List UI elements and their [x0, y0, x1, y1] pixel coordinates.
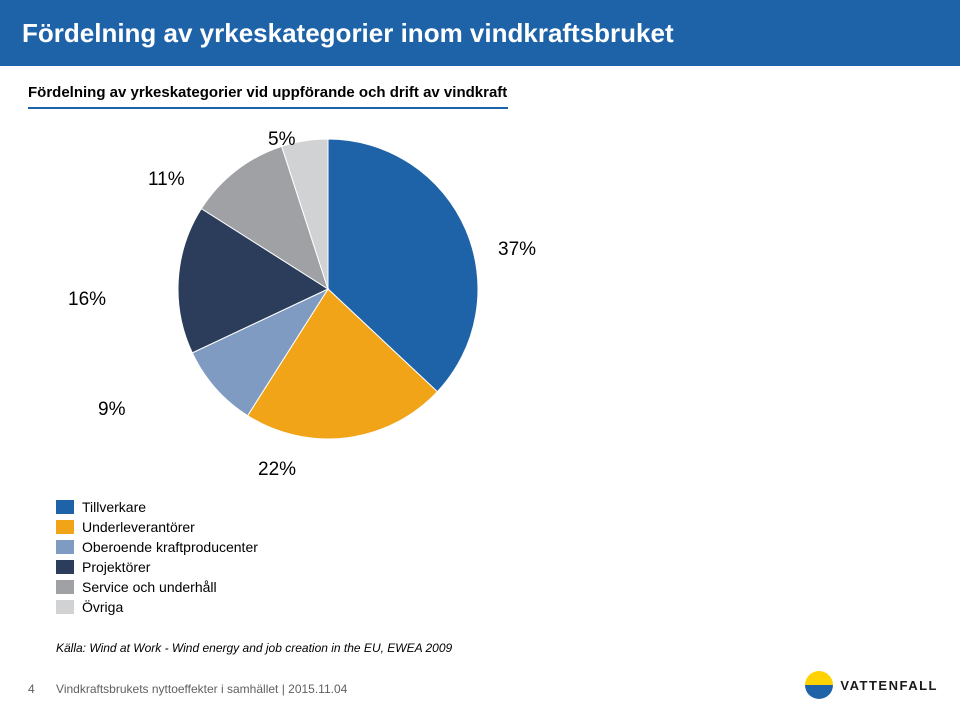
title-bar: Fördelning av yrkeskategorier inom vindk…	[0, 0, 960, 66]
pie-slice-label: 37%	[498, 239, 536, 261]
legend-item: Service och underhåll	[56, 579, 932, 595]
pie-slice-label: 16%	[68, 289, 106, 311]
footer: 4 Vindkraftsbrukets nyttoeffekter i samh…	[28, 682, 347, 696]
legend-item: Tillverkare	[56, 499, 932, 515]
pie-chart: 37% 22% 9% 16% 11% 5%	[28, 129, 628, 489]
legend-item: Underleverantörer	[56, 519, 932, 535]
pie-svg	[178, 139, 478, 439]
pie-holder	[178, 139, 478, 439]
legend-swatch-icon	[56, 540, 74, 554]
vattenfall-logo: VATTENFALL	[804, 670, 938, 700]
logo-text: VATTENFALL	[840, 678, 938, 693]
legend-swatch-icon	[56, 500, 74, 514]
footer-text: Vindkraftsbrukets nyttoeffekter i samhäl…	[56, 682, 347, 696]
pie-slice-label: 11%	[148, 169, 185, 191]
page-number: 4	[28, 682, 35, 696]
legend-label: Oberoende kraftproducenter	[82, 539, 258, 555]
page-title: Fördelning av yrkeskategorier inom vindk…	[0, 18, 674, 49]
subtitle: Fördelning av yrkeskategorier vid uppför…	[28, 84, 508, 109]
logo-mark-icon	[804, 670, 834, 700]
pie-slice-label: 9%	[98, 399, 125, 421]
legend-swatch-icon	[56, 560, 74, 574]
legend-item: Övriga	[56, 599, 932, 615]
legend-item: Projektörer	[56, 559, 932, 575]
source-text: Källa: Wind at Work - Wind energy and jo…	[56, 641, 932, 655]
legend-label: Övriga	[82, 599, 123, 615]
legend-swatch-icon	[56, 520, 74, 534]
legend-swatch-icon	[56, 600, 74, 614]
legend: Tillverkare Underleverantörer Oberoende kr…	[56, 499, 932, 615]
legend-item: Oberoende kraftproducenter	[56, 539, 932, 555]
legend-label: Projektörer	[82, 559, 150, 575]
legend-swatch-icon	[56, 580, 74, 594]
legend-label: Underleverantörer	[82, 519, 195, 535]
content: Fördelning av yrkeskategorier vid uppför…	[0, 66, 960, 655]
legend-label: Service och underhåll	[82, 579, 217, 595]
pie-slice-label: 22%	[258, 459, 296, 481]
pie-slice-label: 5%	[268, 129, 295, 151]
legend-label: Tillverkare	[82, 499, 146, 515]
